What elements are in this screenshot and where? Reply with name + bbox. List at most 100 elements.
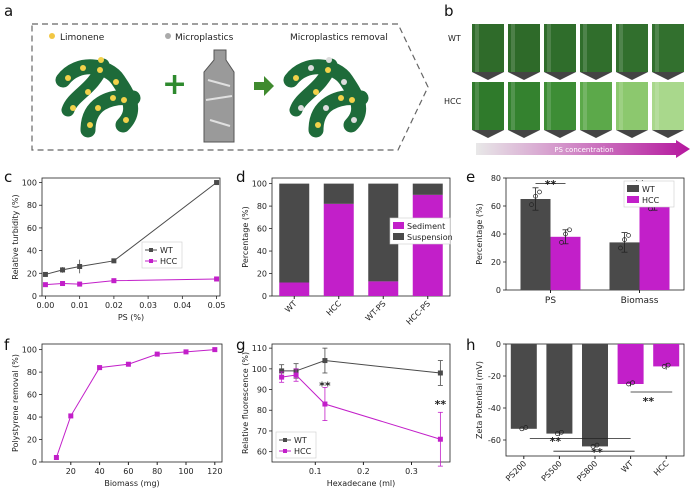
replicate-point <box>567 227 572 233</box>
tube-hcc <box>616 82 648 130</box>
legend-box <box>275 431 317 459</box>
y-tick-label: 60 <box>491 202 501 211</box>
tube-wt <box>544 24 576 72</box>
y-tick-label: 100 <box>22 346 37 355</box>
panel-label-a: a <box>4 2 14 20</box>
tube-tip <box>616 72 648 80</box>
limonene-cell-icon <box>55 57 141 138</box>
panel-label-h: h <box>466 336 476 354</box>
x-tick-label: 0.00 <box>37 301 55 310</box>
series-line-wt <box>281 360 441 374</box>
bar-ps200 <box>510 344 537 429</box>
y-tick-label: 100 <box>252 365 267 374</box>
tube-tip <box>580 130 612 138</box>
legend-marker <box>149 259 153 263</box>
y-tick-label: 20 <box>27 269 37 278</box>
y-tick-label: 60 <box>27 224 37 233</box>
legend-label: HCC <box>642 196 660 205</box>
panel-label-f: f <box>4 336 10 354</box>
tube-tip <box>508 130 540 138</box>
bar-wt <box>520 199 551 290</box>
replicate-point <box>519 426 525 432</box>
y-tick-label: 40 <box>27 247 37 256</box>
tube-tip <box>652 130 684 138</box>
plot-frame <box>41 177 221 297</box>
tube-highlight <box>583 82 587 130</box>
replicate-point <box>618 245 623 251</box>
series-line-removal <box>55 349 215 458</box>
data-point-wt <box>214 180 220 186</box>
legend-label: WT <box>294 436 307 445</box>
y-tick-label: 20 <box>491 258 501 267</box>
x-tick-label: 20 <box>66 467 76 476</box>
series-line-hcc <box>281 374 441 440</box>
replicate-point <box>626 233 631 238</box>
bar-sediment <box>279 282 310 296</box>
label-microplastics: Microplastics <box>175 33 234 43</box>
legend-marker <box>283 438 287 442</box>
x-tick-label: 0.03 <box>139 301 157 310</box>
y-tick-label: 60 <box>257 448 267 457</box>
legend-box <box>141 241 183 269</box>
replicate-point <box>594 442 600 448</box>
tube-wt <box>616 24 648 72</box>
x-tick-label: 100 <box>178 467 193 476</box>
bar-sediment <box>412 194 443 296</box>
x-tick-label: PS <box>545 296 556 306</box>
significance-marker: ** <box>550 435 562 448</box>
bar-suspension <box>279 183 310 283</box>
data-point-wt <box>77 264 83 269</box>
data-point-hcc <box>42 282 48 288</box>
y-axis-label: Polystyrene removal (%) <box>11 354 20 452</box>
tube-hcc <box>508 82 540 130</box>
x-tick-label: 0.02 <box>105 301 123 310</box>
y-tick-label: 90 <box>257 386 267 395</box>
chart-h-zeta: -60 -40 -20 0 Zeta Potential (mV) PS200 PS500 P… <box>475 340 685 483</box>
bar-wt <box>617 344 644 384</box>
legend-swatch <box>393 233 404 240</box>
tube-tip <box>472 130 504 138</box>
x-axis-label: PS (%) <box>118 313 144 322</box>
x-tick-label: WT <box>283 299 298 314</box>
data-point-hcc <box>437 436 443 442</box>
data-point <box>53 455 59 461</box>
legend-label: WT <box>642 185 655 194</box>
data-point-wt <box>279 368 285 374</box>
replicate-point <box>537 189 542 195</box>
tube-tip <box>472 72 504 80</box>
y-tick-label: 100 <box>22 179 37 188</box>
significance-marker: ** <box>435 398 447 411</box>
replicate-point <box>661 364 667 369</box>
y-tick-label: 80 <box>257 406 267 415</box>
tube-highlight <box>511 24 515 72</box>
chart-d-sediment: 0 20 40 60 80 100 Percentage (%) WT HCC WT-PS HCC-… <box>241 177 453 327</box>
data-point-hcc <box>214 276 220 282</box>
tube-hcc <box>580 82 612 130</box>
y-tick-label: -60 <box>488 436 501 445</box>
tube-highlight <box>511 82 515 130</box>
tube-photo <box>468 22 690 164</box>
panel-label-b: b <box>444 2 454 20</box>
legend-label: Sediment <box>407 222 445 231</box>
y-tick-label: 20 <box>257 270 267 279</box>
replicate-point <box>555 431 560 436</box>
y-tick-label: 40 <box>491 230 501 239</box>
tube-hcc <box>652 82 684 130</box>
arrow-label: PS concentration <box>554 146 613 154</box>
x-tick-label: 0.01 <box>71 301 89 310</box>
data-point-wt <box>111 258 117 264</box>
bar-suspension <box>412 183 443 195</box>
y-tick-label: 70 <box>257 427 267 436</box>
tube-highlight <box>619 82 623 130</box>
tube-highlight <box>547 24 551 72</box>
bar-hcc <box>653 344 680 367</box>
replicate-point <box>533 193 538 199</box>
tube-tip <box>580 72 612 80</box>
data-point-hcc <box>60 281 66 287</box>
bar-suspension <box>323 183 354 204</box>
tube-hcc <box>544 82 576 130</box>
replicate-point <box>523 425 529 430</box>
